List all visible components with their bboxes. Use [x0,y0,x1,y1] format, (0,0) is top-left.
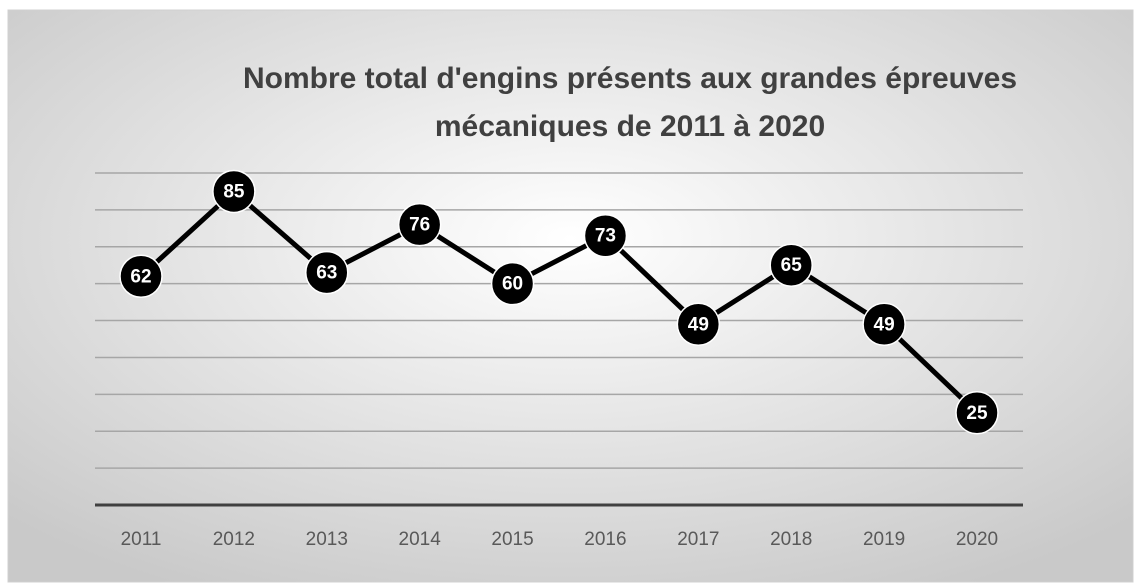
marker [862,302,906,346]
data-label: 49 [874,314,895,335]
marker [397,202,442,247]
chart-title: Nombre total d'engins présents aux grand… [243,62,1017,95]
data-label: 25 [966,403,988,424]
x-tick-label: 2012 [213,529,255,550]
marker [955,391,999,435]
data-label: 85 [223,181,245,202]
line [138,188,980,416]
marker [212,169,256,214]
marker [676,302,721,346]
marker [305,250,349,295]
x-tick-label: 2017 [677,529,719,550]
data-label: 73 [595,226,616,247]
x-tick-label: 2014 [399,529,442,550]
data-label: 76 [409,215,430,236]
x-tick-label: 2018 [770,529,812,550]
x-tick-label: 2013 [306,529,348,550]
data-label: 63 [316,263,337,284]
x-tick-label: 2019 [863,529,905,550]
x-tick-label: 2016 [584,529,626,550]
marker [769,243,813,287]
chart-area [7,9,1134,583]
marker [490,261,535,306]
x-tick-label: 2011 [121,529,162,550]
data-label: 65 [781,255,803,276]
chart-title: mécaniques de 2011 à 2020 [435,110,825,143]
data-label: 60 [502,274,523,295]
data-label: 49 [688,314,709,335]
data-label: 62 [130,266,151,287]
marker [119,254,163,299]
marker [583,213,628,258]
x-tick-label: 2015 [491,529,533,550]
x-tick-label: 2020 [956,529,998,550]
